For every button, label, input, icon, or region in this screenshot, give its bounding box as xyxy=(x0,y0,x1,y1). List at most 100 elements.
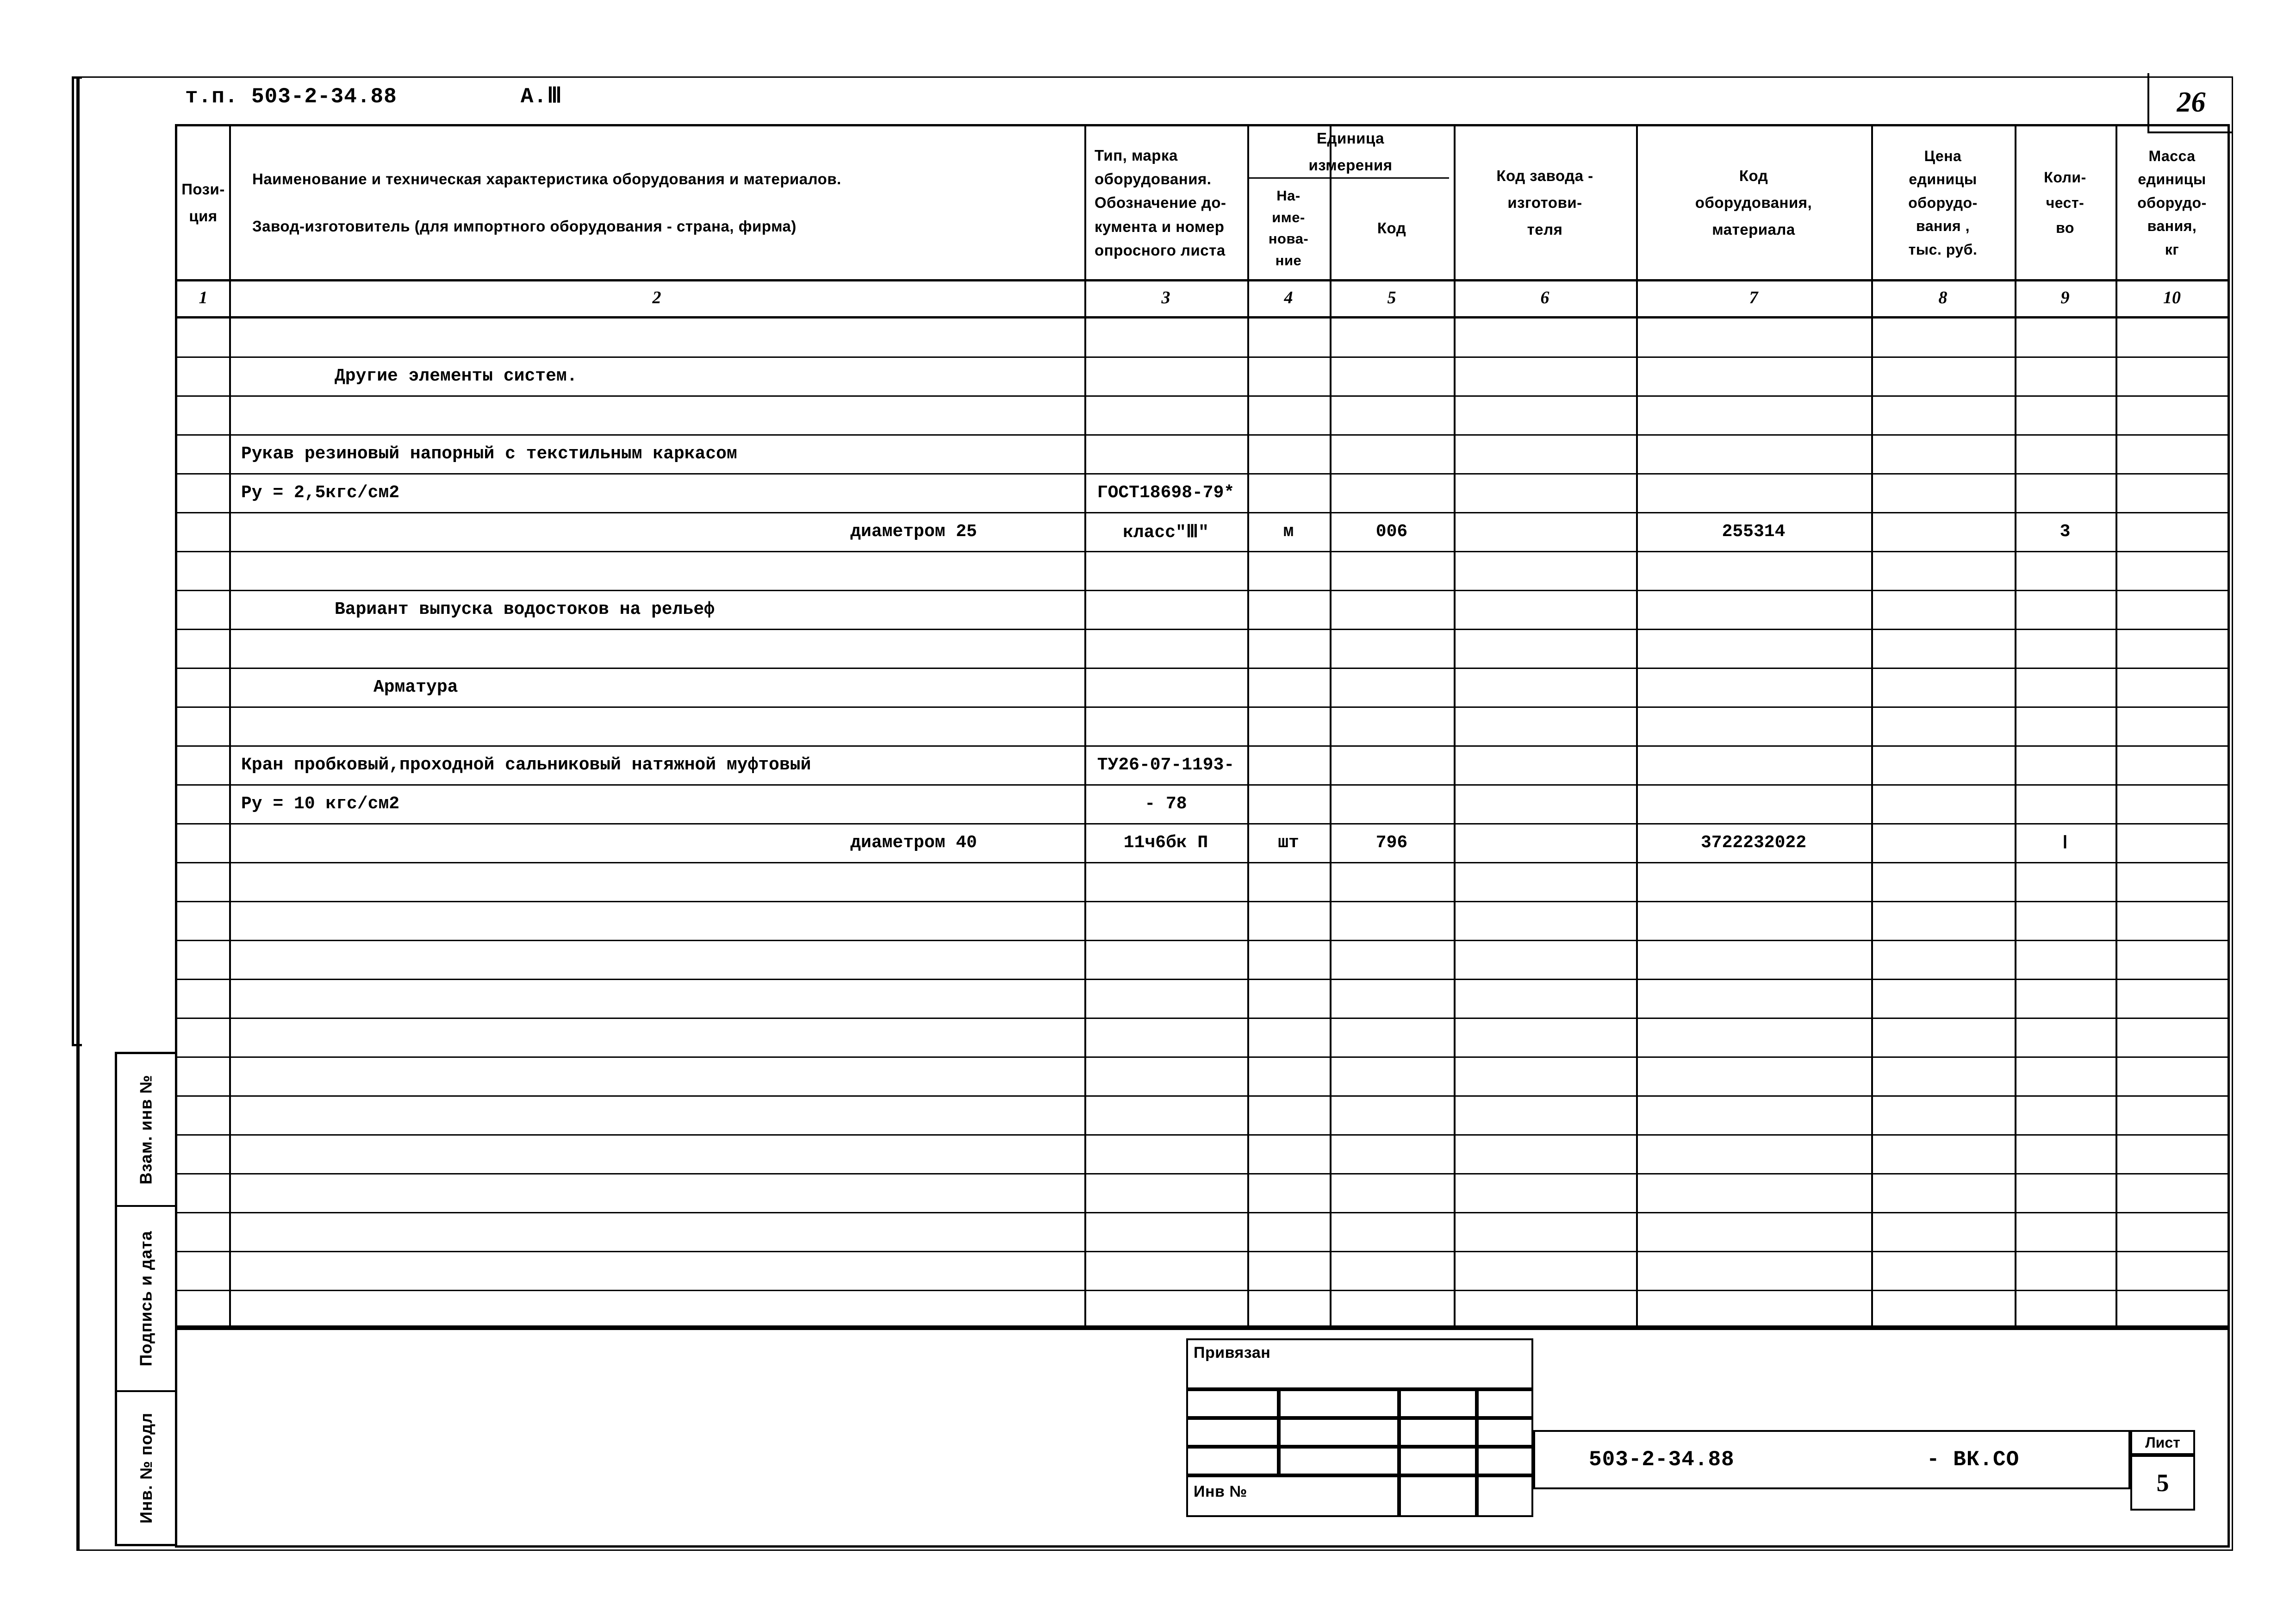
row-divider xyxy=(177,512,2228,513)
header-bottom-line xyxy=(177,279,2228,281)
header-unit-code: Код xyxy=(1330,177,1454,279)
header-unit-price: Цена единицы оборудо- вания , тыс. руб. xyxy=(1871,126,2015,279)
column-number-3: 3 xyxy=(1161,288,1170,307)
header-unit-mass-l2: единицы xyxy=(2138,171,2206,188)
header-unit-price-l3: оборудо- xyxy=(1908,194,1978,211)
row-divider xyxy=(177,862,2228,863)
stamp-strip-inv: Инв. № подл xyxy=(117,1392,175,1544)
colnum-bottom-line xyxy=(177,316,2228,319)
row-divider xyxy=(177,629,2228,630)
privyazan-box xyxy=(1186,1338,1533,1389)
row-divider xyxy=(177,1212,2228,1213)
page-number-box: 26 xyxy=(2147,73,2233,133)
rev-cell-r2c2 xyxy=(1279,1418,1399,1447)
row-divider xyxy=(177,551,2228,552)
cell-type: класс"Ⅲ" xyxy=(1123,522,1209,543)
header-type-mark: Тип, марка оборудования. Обозначение до-… xyxy=(1084,126,1247,279)
row-divider xyxy=(177,395,2228,397)
header-quantity-l3: во xyxy=(2056,219,2074,237)
doc-suffix-value: - ВК.СО xyxy=(1927,1448,2020,1472)
sheet-number-box xyxy=(2130,1455,2195,1511)
column-number-6: 6 xyxy=(1540,288,1549,307)
header-description-l1: Наименование и техническая характеристик… xyxy=(252,170,841,188)
column-number-5: 5 xyxy=(1387,288,1396,307)
rev-cell-r3c3 xyxy=(1399,1447,1477,1475)
margin-tick-top xyxy=(72,76,82,79)
column-number-9: 9 xyxy=(2060,288,2070,307)
row-divider xyxy=(177,1018,2228,1019)
row-divider xyxy=(177,1173,2228,1174)
header-unit-group: Единица измерения xyxy=(1247,126,1454,177)
stamp-strip-podpis: Подпись и дата xyxy=(117,1207,175,1392)
cell-desc: Вариант выпуска водостоков на рельеф xyxy=(335,599,715,619)
col-divider-8 xyxy=(2015,126,2016,1325)
cell-desc: Рукав резиновый напорный с текстильным к… xyxy=(241,443,737,464)
col-divider-1 xyxy=(229,126,231,1325)
header-unit-mass-l5: кг xyxy=(2165,241,2179,258)
row-divider xyxy=(177,473,2228,475)
margin-tick-mid xyxy=(72,1044,82,1046)
sheet-border xyxy=(76,76,2233,1551)
header-position-l1: Пози- xyxy=(181,181,225,198)
header-unit-name: На- име- нова- ние xyxy=(1247,177,1330,279)
unit-group-split-line xyxy=(1247,177,1449,179)
col-divider-2 xyxy=(1084,126,1086,1325)
header-unit-mass: Масса единицы оборудо- вания, кг xyxy=(2116,126,2228,279)
page-number: 26 xyxy=(2177,86,2206,118)
col-divider-5 xyxy=(1454,126,1456,1325)
header-unit-price-l5: тыс. руб. xyxy=(1908,241,1978,258)
cell-desc: диаметром 40 xyxy=(850,832,977,853)
row-divider xyxy=(177,668,2228,669)
header-description: Наименование и техническая характеристик… xyxy=(229,126,1084,279)
rev-cell-r1c2 xyxy=(1279,1389,1399,1418)
sheet-number: 5 xyxy=(2156,1469,2169,1497)
header-equipment-code-l2: оборудования, xyxy=(1695,194,1812,212)
rev-cell-r2c1 xyxy=(1186,1418,1279,1447)
title-block: Привязан Инв № 503-2-34.88 - ВК.СО Лист … xyxy=(175,1328,2230,1548)
cell-desc: Другие элементы систем. xyxy=(335,366,578,386)
cell-type: ГОСТ18698-79* xyxy=(1097,482,1235,503)
cell-unit: шт xyxy=(1278,832,1299,853)
row-divider xyxy=(177,434,2228,436)
header-unit-group-l1: Единица xyxy=(1316,130,1384,147)
header-position-l2: ция xyxy=(189,207,218,225)
header-type-mark-l5: опросного листа xyxy=(1095,241,1226,259)
header-unit-group-l2: измерения xyxy=(1308,156,1393,174)
cell-desc: Кран пробковый,проходной сальниковый нат… xyxy=(241,755,811,775)
rev-cell-r3c4 xyxy=(1477,1447,1533,1475)
header-unit-code-label: Код xyxy=(1377,219,1406,237)
cell-ucode: 006 xyxy=(1375,521,1408,542)
header-equipment-code-l1: Код xyxy=(1739,167,1768,185)
left-stamp-column: Взам. инв № Подпись и дата Инв. № подл xyxy=(115,1052,175,1546)
header-unit-mass-l3: оборудо- xyxy=(2137,194,2207,211)
sheet-label: Лист xyxy=(2145,1434,2180,1451)
col-divider-6 xyxy=(1636,126,1638,1325)
col-divider-7 xyxy=(1871,126,1873,1325)
column-number-4: 4 xyxy=(1284,288,1293,307)
row-divider xyxy=(177,590,2228,591)
inv-cell-c4 xyxy=(1477,1475,1533,1517)
header-description-l2: Завод-изготовитель (для импортного обору… xyxy=(252,218,796,235)
cell-type: 11ч6бк П xyxy=(1123,832,1208,853)
header-unit-name-l3: нова- xyxy=(1268,231,1309,247)
header-quantity-l2: чест- xyxy=(2046,194,2084,211)
cell-unit: м xyxy=(1283,521,1294,542)
cell-ecode: 3722232022 xyxy=(1700,832,1807,853)
header-equipment-code-l3: материала xyxy=(1712,220,1795,238)
header-type-mark-l2: оборудования. xyxy=(1095,170,1212,188)
inv-cell-c3 xyxy=(1399,1475,1477,1517)
cell-desc: диаметром 25 xyxy=(850,521,977,542)
rev-cell-r3c2 xyxy=(1279,1447,1399,1475)
row-divider xyxy=(177,979,2228,980)
doc-code-box xyxy=(1533,1430,2130,1489)
row-divider xyxy=(177,1056,2228,1058)
row-divider xyxy=(177,1095,2228,1097)
cell-qty: Ⅰ xyxy=(2062,833,2068,854)
header-position: Пози- ция xyxy=(177,126,229,279)
row-divider xyxy=(177,356,2228,358)
header-quantity: Коли- чест- во xyxy=(2015,126,2116,279)
column-number-10: 10 xyxy=(2163,288,2181,307)
header-unit-price-l4: вания , xyxy=(1916,218,1970,235)
row-divider xyxy=(177,745,2228,747)
row-divider xyxy=(177,901,2228,902)
